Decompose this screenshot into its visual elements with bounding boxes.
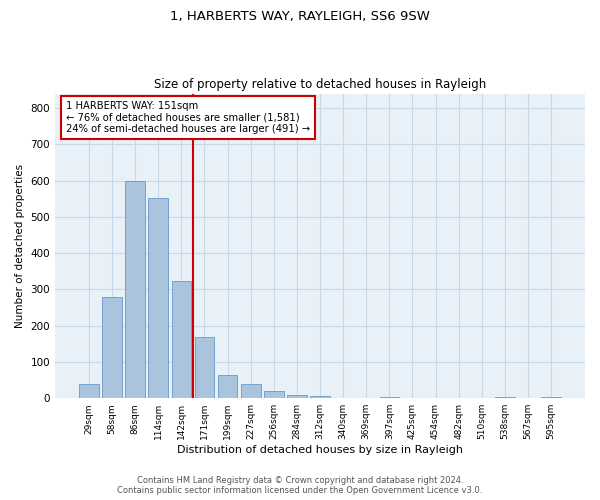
Title: Size of property relative to detached houses in Rayleigh: Size of property relative to detached ho… [154,78,486,91]
Bar [194,336,214,398]
Bar [218,374,238,398]
Bar [125,182,145,398]
Y-axis label: Number of detached properties: Number of detached properties [15,164,25,328]
Bar [495,397,515,398]
X-axis label: Distribution of detached houses by size in Rayleigh: Distribution of detached houses by size … [177,445,463,455]
Bar [79,384,99,398]
Bar [541,397,561,398]
Text: 1, HARBERTS WAY, RAYLEIGH, SS6 9SW: 1, HARBERTS WAY, RAYLEIGH, SS6 9SW [170,10,430,23]
Bar [241,384,260,398]
Bar [380,397,399,398]
Bar [148,198,168,398]
Bar [287,394,307,398]
Text: 1 HARBERTS WAY: 151sqm
← 76% of detached houses are smaller (1,581)
24% of semi-: 1 HARBERTS WAY: 151sqm ← 76% of detached… [65,101,310,134]
Text: Contains HM Land Registry data © Crown copyright and database right 2024.
Contai: Contains HM Land Registry data © Crown c… [118,476,482,495]
Bar [102,296,122,398]
Bar [264,391,284,398]
Bar [172,281,191,398]
Bar [310,396,330,398]
